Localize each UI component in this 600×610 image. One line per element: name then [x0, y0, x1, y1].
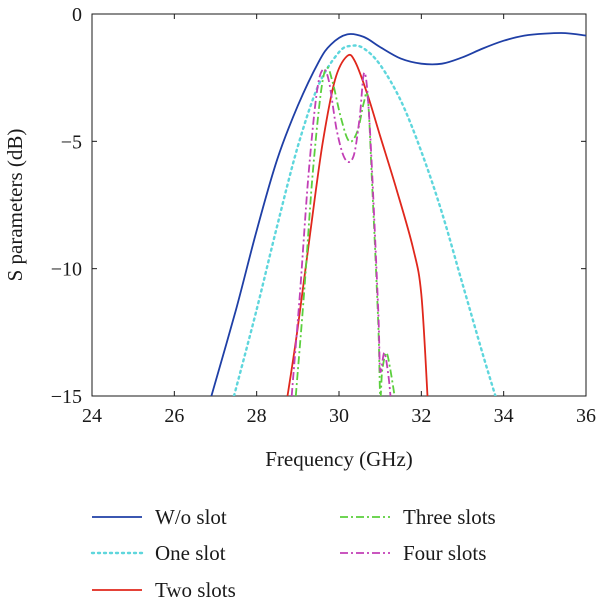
plot-area-frame — [91, 13, 587, 397]
x-axis-ticks: 24 26 28 30 32 34 36 — [82, 14, 596, 427]
y-tick-label: −10 — [51, 259, 82, 281]
legend-label: W/o slot — [155, 505, 227, 529]
legend-label: Four slots — [403, 541, 486, 565]
series-line-4 — [294, 66, 396, 396]
legend-label: One slot — [155, 541, 226, 565]
x-tick-label: 26 — [164, 405, 184, 427]
x-tick-label: 30 — [329, 405, 349, 427]
legend: W/o slot One slot Two slots Three slots Four… — [90, 505, 496, 602]
x-axis-title: Frequency (GHz) — [265, 447, 413, 471]
y-tick-label: −15 — [51, 386, 82, 408]
y-tick-label: 0 — [72, 4, 82, 26]
x-tick-label: 36 — [576, 405, 596, 427]
y-tick-label: −5 — [61, 131, 82, 153]
y-axis-title: S parameters (dB) — [3, 129, 27, 282]
x-tick-label: 28 — [247, 405, 267, 427]
series-lines — [210, 32, 586, 396]
legend-label: Three slots — [403, 505, 496, 529]
series-line-5 — [290, 68, 392, 396]
legend-label: Two slots — [155, 578, 236, 602]
series-line-1 — [210, 32, 586, 396]
series-line-3 — [286, 53, 429, 396]
series-line-2 — [232, 44, 497, 396]
y-axis-ticks: 0 −5 −10 −15 — [51, 4, 586, 408]
x-tick-label: 24 — [82, 405, 102, 427]
x-tick-label: 34 — [494, 405, 514, 427]
x-tick-label: 32 — [411, 405, 431, 427]
